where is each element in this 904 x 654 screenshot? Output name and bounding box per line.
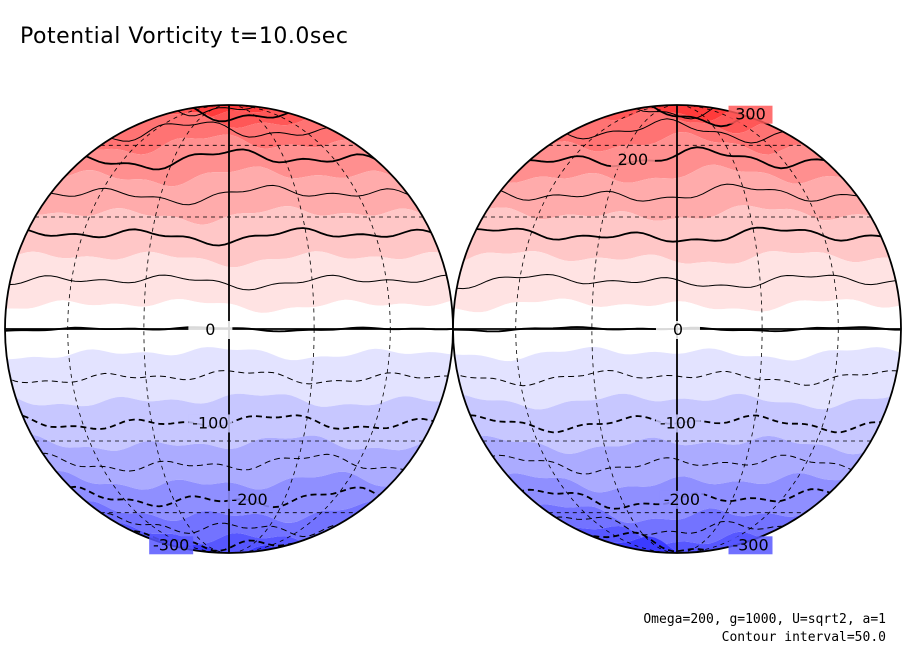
pv-band — [5, 166, 453, 225]
pv-band — [5, 134, 453, 187]
pv-band — [5, 251, 453, 313]
contour-label-bg — [149, 536, 194, 555]
pv-band — [453, 108, 901, 155]
chart-title: Potential Vorticity t=10.0sec — [20, 24, 349, 49]
pv-band — [5, 434, 453, 490]
pv-band — [5, 110, 453, 155]
contour-label: 0 — [205, 320, 215, 339]
contour-line — [453, 454, 901, 475]
contour-label: -200 — [231, 490, 267, 509]
pv-band — [453, 132, 901, 184]
pv-band — [5, 206, 453, 268]
pv-band — [453, 346, 901, 410]
pv-band — [5, 105, 453, 131]
contour-line — [5, 184, 453, 206]
contour-label-bg — [188, 414, 233, 433]
contour-label: -200 — [664, 490, 700, 509]
contour-label-bg — [227, 490, 272, 509]
contour-label-bg — [728, 536, 773, 555]
contour-label-bg — [728, 105, 773, 124]
contour-line — [453, 183, 901, 202]
contour-line — [453, 273, 901, 290]
contour-label-bg — [655, 321, 700, 339]
pv-band — [453, 251, 901, 313]
contour-line — [5, 452, 453, 472]
contour-label: 200 — [618, 150, 649, 169]
contour-line — [453, 369, 901, 387]
contour-label-bg — [655, 414, 700, 433]
contour-label: -300 — [732, 535, 768, 554]
parameters-note: Omega=200, g=1000, U=sqrt2, a=1 — [643, 612, 886, 627]
pv-band — [5, 347, 453, 407]
pv-band — [453, 205, 901, 265]
contour-line — [5, 227, 453, 247]
pv-band — [453, 435, 901, 494]
contour-label: -300 — [153, 535, 189, 554]
contour-line — [5, 370, 453, 385]
contour-label-bg — [659, 490, 704, 509]
contour-label: 0 — [673, 320, 683, 339]
contour-label: -100 — [660, 413, 696, 432]
pv-band — [453, 164, 901, 221]
contour-label-bg — [188, 321, 233, 339]
globe-outline — [452, 104, 902, 554]
contour-label-bg — [610, 151, 655, 170]
contour-line — [453, 226, 901, 243]
contour-label: 300 — [735, 105, 766, 124]
left-globe: 0 -100 -200 -300 — [4, 104, 454, 555]
right-globe: 300 200 0 -100 -200 -300 — [452, 104, 902, 555]
contour-interval-note: Contour interval=50.0 — [721, 630, 886, 645]
contour-label: -100 — [192, 413, 228, 432]
contour-line — [5, 274, 453, 291]
